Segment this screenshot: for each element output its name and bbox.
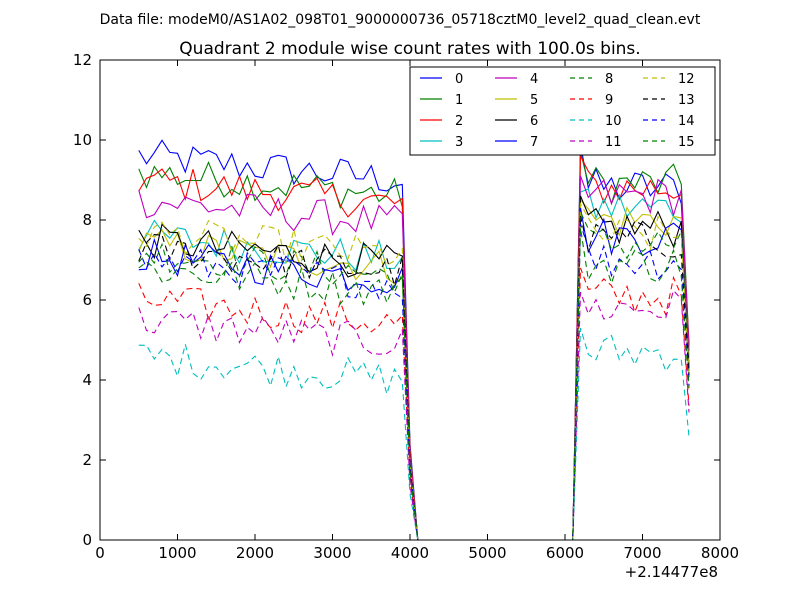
legend-label-2: 2 xyxy=(455,114,463,129)
y-tick-label: 10 xyxy=(73,131,92,149)
series-line-14 xyxy=(138,223,690,541)
legend-label-5: 5 xyxy=(530,93,538,108)
legend-label-11: 11 xyxy=(605,135,622,150)
y-tick-label: 12 xyxy=(73,51,92,69)
axis-ticks: 0 1000 2000 3000 4000 5000 6000 7000 80000246810… xyxy=(73,51,739,562)
x-tick-label: 1000 xyxy=(158,544,196,562)
legend-box xyxy=(409,66,716,156)
legend-label-12: 12 xyxy=(678,72,695,87)
legend-label-6: 6 xyxy=(530,114,538,129)
legend-label-13: 13 xyxy=(678,93,695,108)
legend-label-8: 8 xyxy=(605,72,613,87)
legend-label-3: 3 xyxy=(455,135,463,150)
legend-label-10: 10 xyxy=(605,114,622,129)
x-tick-label: 8000 xyxy=(701,544,739,562)
x-tick-label: 3000 xyxy=(313,544,351,562)
y-tick-label: 2 xyxy=(82,451,92,469)
y-tick-label: 6 xyxy=(82,291,92,309)
plot-lines xyxy=(138,139,690,541)
legend-label-7: 7 xyxy=(530,135,538,150)
legend-label-14: 14 xyxy=(678,114,695,129)
legend-label-4: 4 xyxy=(530,72,538,87)
x-tick-label: 0 xyxy=(95,544,105,562)
legend-label-9: 9 xyxy=(605,93,613,108)
x-tick-label: 6000 xyxy=(546,544,584,562)
y-tick-label: 0 xyxy=(82,531,92,549)
legend-label-1: 1 xyxy=(455,93,463,108)
data-file-label: Data file: modeM0/AS1A02_098T01_90000007… xyxy=(100,12,701,28)
x-axis-offset-label: +2.14477e8 xyxy=(625,563,718,581)
series-line-10 xyxy=(138,327,690,541)
series-line-2 xyxy=(138,155,690,541)
legend-label-0: 0 xyxy=(455,72,463,87)
x-tick-label: 4000 xyxy=(391,544,429,562)
series-line-11 xyxy=(138,289,690,541)
x-tick-label: 2000 xyxy=(236,544,274,562)
y-tick-label: 4 xyxy=(82,371,92,389)
series-line-15 xyxy=(138,227,690,541)
y-tick-label: 8 xyxy=(82,211,92,229)
x-tick-label: 7000 xyxy=(623,544,661,562)
series-line-8 xyxy=(138,211,690,541)
chart-title: Quadrant 2 module wise count rates with … xyxy=(179,39,640,59)
x-tick-label: 5000 xyxy=(468,544,506,562)
legend-label-15: 15 xyxy=(678,135,695,150)
series-line-0 xyxy=(138,139,690,541)
